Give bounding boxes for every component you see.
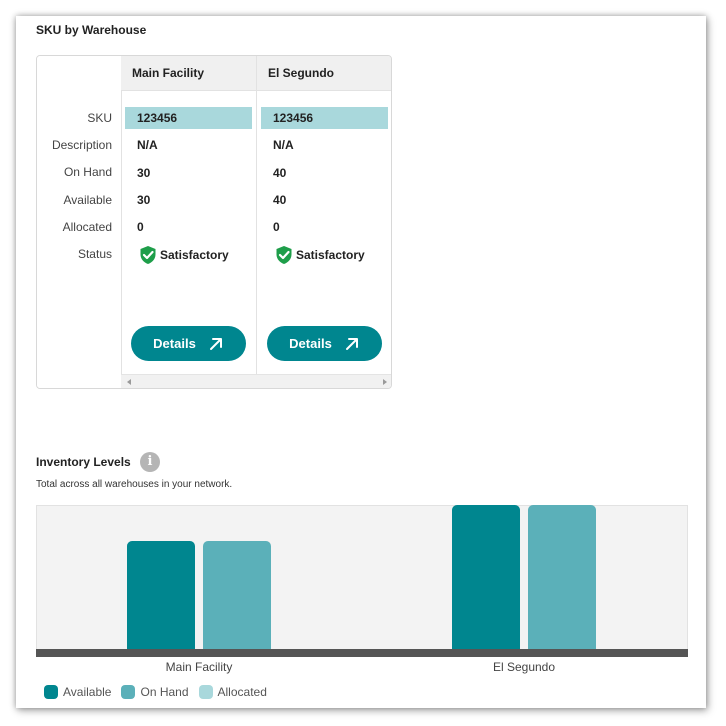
warehouse-header: Main Facility [121, 56, 256, 91]
scroll-left-icon[interactable] [127, 379, 131, 385]
warehouse-column-main-facility: Main Facility 123456 N/A 30 30 0 Satisfa… [121, 56, 257, 374]
x-tick-label: El Segundo [492, 660, 556, 674]
row-label-description: Description [51, 138, 112, 152]
allocated-value: 0 [273, 220, 280, 234]
legend-label: Available [63, 685, 112, 699]
inventory-levels-title: Inventory Levels [36, 455, 131, 469]
details-button-main-facility[interactable]: Details [131, 326, 246, 361]
legend-item-allocated[interactable]: Allocated [198, 685, 267, 699]
allocated-value: 0 [137, 220, 144, 234]
on-hand-value: 40 [273, 166, 287, 180]
status-value: Satisfactory [125, 244, 252, 266]
sku-value: 123456 [125, 107, 252, 129]
sku-value: 123456 [261, 107, 388, 129]
row-label-on-hand: On Hand [63, 165, 112, 179]
sku-section-title: SKU by Warehouse [36, 23, 147, 37]
row-label-column: SKU Description On Hand Available Alloca… [37, 56, 122, 388]
chart-baseline [36, 649, 688, 657]
details-button-label: Details [289, 336, 332, 351]
warehouse-column-el-segundo: El Segundo 123456 N/A 40 40 0 Satisfacto… [257, 56, 391, 374]
legend-label: On Hand [140, 685, 189, 699]
shield-check-icon [140, 246, 156, 264]
legend-label: Allocated [217, 685, 267, 699]
row-label-allocated: Allocated [62, 220, 112, 234]
arrow-up-right-icon [209, 337, 222, 350]
sku-table: SKU Description On Hand Available Alloca… [36, 55, 392, 389]
on-hand-value: 30 [137, 166, 151, 180]
scroll-right-icon[interactable] [383, 379, 387, 385]
x-tick-label: Main Facility [165, 660, 233, 674]
status-text: Satisfactory [296, 248, 365, 262]
bar-on-hand-el-segundo[interactable] [528, 505, 596, 649]
inventory-subtitle: Total across all warehouses in your netw… [36, 479, 233, 490]
status-text: Satisfactory [160, 248, 229, 262]
row-label-sku: SKU [87, 111, 112, 125]
available-value: 30 [137, 193, 151, 207]
horizontal-scrollbar[interactable] [121, 374, 391, 388]
sku-warehouse-card: SKU by Warehouse SKU Description On Hand… [16, 16, 706, 708]
row-label-status: Status [77, 247, 112, 261]
bar-available-el-segundo[interactable] [452, 505, 520, 649]
description-value: N/A [137, 138, 158, 152]
warehouse-header: El Segundo [257, 56, 391, 91]
arrow-up-right-icon [345, 337, 358, 350]
description-value: N/A [273, 138, 294, 152]
chart-legend: Available On Hand Allocated [44, 685, 267, 699]
row-label-available: Available [63, 193, 112, 207]
legend-item-on-hand[interactable]: On Hand [121, 685, 189, 699]
legend-swatch [121, 685, 136, 699]
available-value: 40 [273, 193, 287, 207]
shield-check-icon [276, 246, 292, 264]
info-icon[interactable]: i [140, 452, 160, 472]
legend-swatch [44, 685, 58, 699]
bar-available-main-facility[interactable] [127, 541, 195, 649]
status-value: Satisfactory [261, 244, 388, 266]
details-button-el-segundo[interactable]: Details [267, 326, 382, 361]
legend-item-available[interactable]: Available [44, 685, 111, 699]
details-button-label: Details [153, 336, 196, 351]
bar-on-hand-main-facility[interactable] [203, 541, 271, 649]
legend-swatch [198, 685, 213, 699]
